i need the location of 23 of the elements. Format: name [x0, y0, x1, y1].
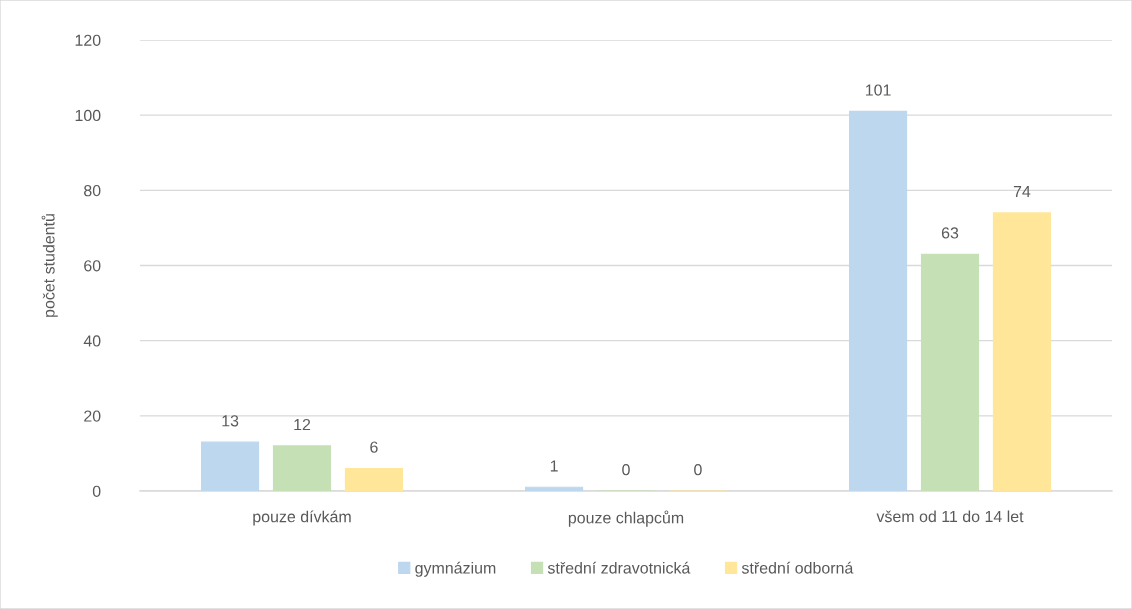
y-tick-label: 20 — [84, 410, 101, 422]
y-axis-title: počet studentů — [41, 214, 58, 317]
data-label: 0 — [694, 464, 702, 476]
x-tick-label: všem od 11 do 14 let — [876, 510, 1024, 523]
x-tick-label: pouze chlapcům — [568, 510, 684, 527]
y-tick-label: 40 — [83, 335, 101, 347]
data-label: 13 — [222, 415, 239, 427]
data-label: 12 — [294, 418, 311, 431]
data-label: 1 — [550, 460, 558, 472]
y-tick-label: 60 — [84, 260, 101, 272]
y-tick-label: 100 — [75, 109, 101, 122]
y-tick-label: 120 — [75, 34, 101, 46]
y-tick-label: 80 — [84, 184, 101, 197]
data-label: 63 — [941, 227, 959, 239]
data-label: 6 — [370, 441, 378, 453]
legend-label: střední zdravotnická — [547, 561, 691, 574]
legend-label: střední odborná — [741, 561, 854, 574]
data-label: 74 — [1013, 186, 1031, 198]
legend-label: gymnázium — [415, 561, 496, 577]
data-label: 0 — [622, 464, 630, 476]
x-tick-label: pouze dívkám — [253, 510, 351, 526]
data-label: 101 — [865, 84, 891, 96]
y-tick-label: 0 — [92, 485, 101, 497]
